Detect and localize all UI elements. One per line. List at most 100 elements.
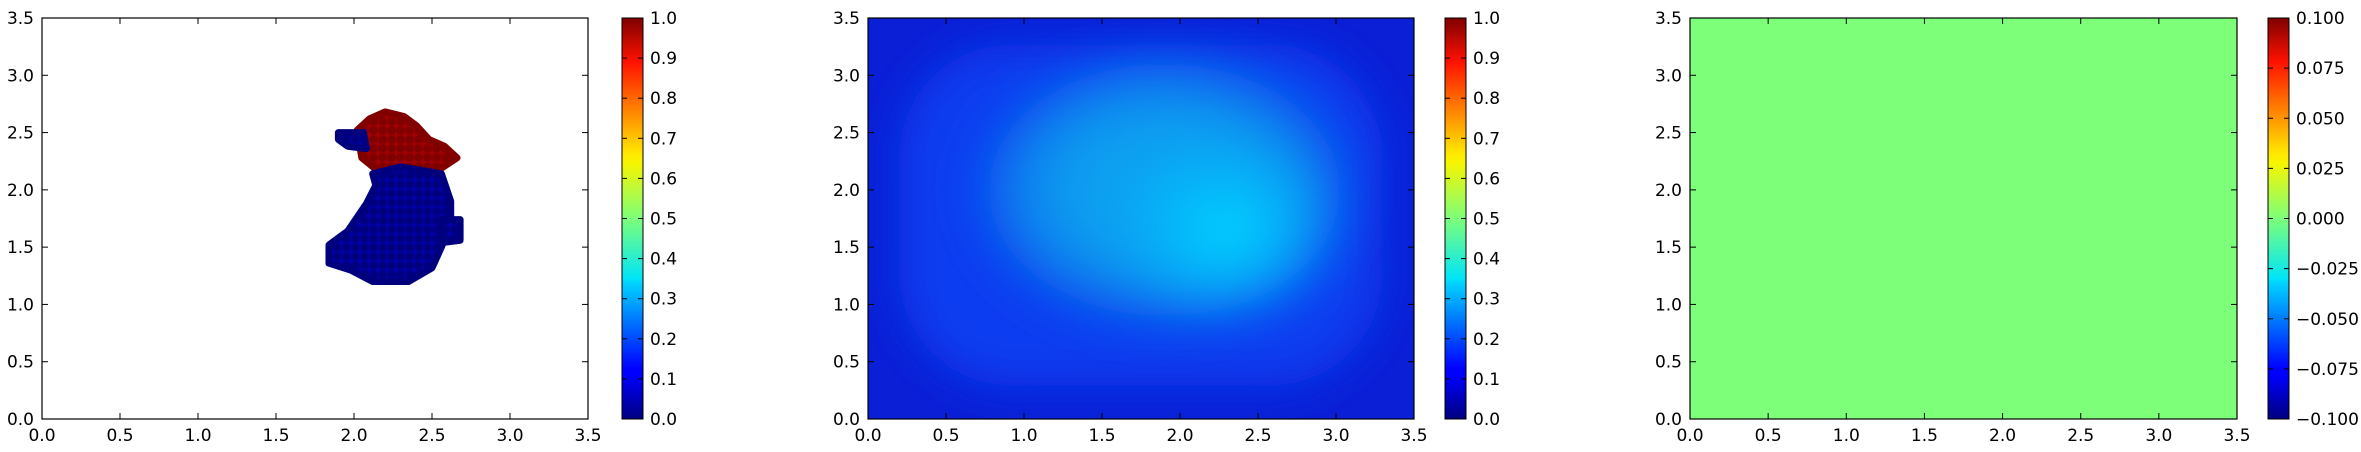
- scatter-panel: 0.0 0.5 1.0 1.5 2.0 2.5 3.0 3.5 0.0 0.5 1.0 1.5 2.0…: [7, 9, 677, 446]
- heatmap-axes-frame: [867, 17, 1415, 420]
- y-tick-label: 1.0: [7, 295, 34, 315]
- x-tick-label: 2.0: [1166, 426, 1193, 446]
- y-tick-label: 2.5: [1655, 124, 1682, 144]
- x-tick-label: 1.5: [1088, 426, 1115, 446]
- uniform-field-axes-frame: [1689, 17, 2238, 420]
- x-tick-label: 3.0: [1322, 426, 1349, 446]
- scatter-point-cluster: [437, 216, 464, 247]
- scatter-point-cluster: [325, 163, 455, 285]
- x-tick-label: 2.5: [1244, 426, 1271, 446]
- colorbar-tick-label: 0.2: [650, 330, 677, 350]
- y-tick-label: 2.5: [833, 124, 860, 144]
- y-tick-label: 2.0: [1655, 181, 1682, 201]
- scatter-plot-area: [325, 108, 464, 285]
- x-tick-label: 3.5: [2223, 426, 2250, 446]
- colorbar-tick-label: −0.050: [2296, 310, 2359, 330]
- y-tick-label: 1.5: [833, 238, 860, 258]
- colorbar-tick-label: 0.0: [1473, 410, 1500, 430]
- y-tick-label: 0.0: [833, 410, 860, 430]
- uniform-field-panel: 0.0 0.5 1.0 1.5 2.0 2.5 3.0 3.5 0.0 0.5 1.0 1.5 2.0…: [1655, 9, 2359, 446]
- colorbar-tick-label: 0.4: [1473, 250, 1500, 270]
- x-tick-label: 3.0: [496, 426, 523, 446]
- y-tick-label: 0.5: [1655, 353, 1682, 373]
- x-tick-label: 2.5: [2067, 426, 2094, 446]
- x-tick-label: 3.5: [574, 426, 601, 446]
- colorbar-tick-label: 0.5: [1473, 210, 1500, 230]
- x-tick-label: 1.0: [184, 426, 211, 446]
- colorbar-tick-label: 0.050: [2296, 109, 2345, 129]
- colorbar-tick-label: 0.3: [650, 290, 677, 310]
- colorbar-tick-label: 0.025: [2296, 159, 2345, 179]
- colorbar-tick-label: −0.100: [2296, 410, 2359, 430]
- colorbar-tick-label: −0.025: [2296, 260, 2359, 280]
- colorbar-tick-label: 0.7: [650, 129, 677, 149]
- heatmap-y-axis: 0.0 0.5 1.0 1.5 2.0 2.5 3.0 3.5: [833, 9, 1414, 430]
- x-tick-label: 0.5: [1755, 426, 1782, 446]
- colorbar-tick-label: 0.8: [1473, 89, 1500, 109]
- y-tick-label: 1.5: [7, 238, 34, 258]
- colorbar-tick-label: 0.1: [650, 370, 677, 390]
- uniform-field-colorbar-ticks: −0.100 −0.075 −0.050 −0.025 0.000 0.025 0.050 0…: [2268, 9, 2359, 430]
- colorbar-tick-label: 0.0: [650, 410, 677, 430]
- colorbar-tick-label: 0.5: [650, 210, 677, 230]
- colorbar-tick-label: 0.7: [1473, 129, 1500, 149]
- x-tick-label: 0.5: [932, 426, 959, 446]
- uniform-field: [1690, 18, 2237, 419]
- colorbar-tick-label: 0.3: [1473, 290, 1500, 310]
- x-tick-label: 0.0: [1676, 426, 1703, 446]
- heatmap-colorbar-ticks: 0.0 0.1 0.2 0.3 0.4 0.5 0.6 0.7 0.8 0.9 1.0: [1445, 9, 1500, 430]
- y-tick-label: 1.0: [1655, 295, 1682, 315]
- colorbar-tick-label: 0.100: [2296, 9, 2345, 29]
- x-tick-label: 3.0: [2145, 426, 2172, 446]
- y-tick-label: 0.5: [833, 353, 860, 373]
- scatter-y-axis: 0.0 0.5 1.0 1.5 2.0 2.5 3.0 3.5: [7, 9, 588, 430]
- colorbar-tick-label: 0.8: [650, 89, 677, 109]
- x-tick-label: 2.0: [1989, 426, 2016, 446]
- y-tick-label: 2.5: [7, 124, 34, 144]
- scatter-colorbar-ticks: 0.0 0.1 0.2 0.3 0.4 0.5 0.6 0.7 0.8 0.9 1.0: [622, 9, 677, 430]
- uniform-field-y-axis: 0.0 0.5 1.0 1.5 2.0 2.5 3.0 3.5: [1655, 9, 2237, 430]
- x-tick-label: 0.0: [28, 426, 55, 446]
- field-heatmap-panel: 0.0 0.5 1.0 1.5 2.0 2.5 3.0 3.5 0.0 0.5 1.0 1.5 2.0…: [833, 9, 1500, 446]
- colorbar-tick-label: 0.000: [2296, 210, 2345, 230]
- x-tick-label: 2.5: [418, 426, 445, 446]
- heatmap-peak: [1106, 129, 1347, 330]
- y-tick-label: 1.0: [833, 295, 860, 315]
- y-tick-label: 3.5: [7, 9, 34, 29]
- x-tick-label: 0.0: [854, 426, 881, 446]
- colorbar-tick-label: 0.1: [1473, 370, 1500, 390]
- x-tick-label: 3.5: [1400, 426, 1427, 446]
- y-tick-label: 2.0: [833, 181, 860, 201]
- colorbar-tick-label: 1.0: [1473, 9, 1500, 29]
- uniform-field-x-axis: 0.0 0.5 1.0 1.5 2.0 2.5 3.0 3.5: [1676, 18, 2251, 446]
- x-tick-label: 1.5: [1911, 426, 1938, 446]
- y-tick-label: 3.0: [1655, 66, 1682, 86]
- y-tick-label: 2.0: [7, 181, 34, 201]
- scatter-point-cluster: [334, 129, 370, 153]
- scatter-x-axis: 0.0 0.5 1.0 1.5 2.0 2.5 3.0 3.5: [28, 18, 602, 446]
- y-tick-label: 3.0: [7, 66, 34, 86]
- y-tick-label: 0.0: [7, 410, 34, 430]
- x-tick-label: 1.0: [1833, 426, 1860, 446]
- colorbar-tick-label: −0.075: [2296, 360, 2359, 380]
- y-tick-label: 3.5: [1655, 9, 1682, 29]
- y-tick-label: 0.0: [1655, 410, 1682, 430]
- colorbar-tick-label: 0.9: [1473, 49, 1500, 69]
- colorbar-tick-label: 0.6: [1473, 169, 1500, 189]
- x-tick-label: 1.0: [1010, 426, 1037, 446]
- x-tick-label: 2.0: [340, 426, 367, 446]
- colorbar-tick-label: 0.075: [2296, 59, 2345, 79]
- y-tick-label: 0.5: [7, 353, 34, 373]
- colorbar-tick-label: 1.0: [650, 9, 677, 29]
- colorbar-tick-label: 0.6: [650, 169, 677, 189]
- y-tick-label: 3.5: [833, 9, 860, 29]
- x-tick-label: 0.5: [106, 426, 133, 446]
- heatmap-x-axis: 0.0 0.5 1.0 1.5 2.0 2.5 3.0 3.5: [854, 18, 1428, 446]
- colorbar-tick-label: 0.2: [1473, 330, 1500, 350]
- colorbar-tick-label: 0.9: [650, 49, 677, 69]
- scatter-axes-frame: [41, 17, 589, 420]
- colorbar-tick-label: 0.4: [650, 250, 677, 270]
- y-tick-label: 1.5: [1655, 238, 1682, 258]
- y-tick-label: 3.0: [833, 66, 860, 86]
